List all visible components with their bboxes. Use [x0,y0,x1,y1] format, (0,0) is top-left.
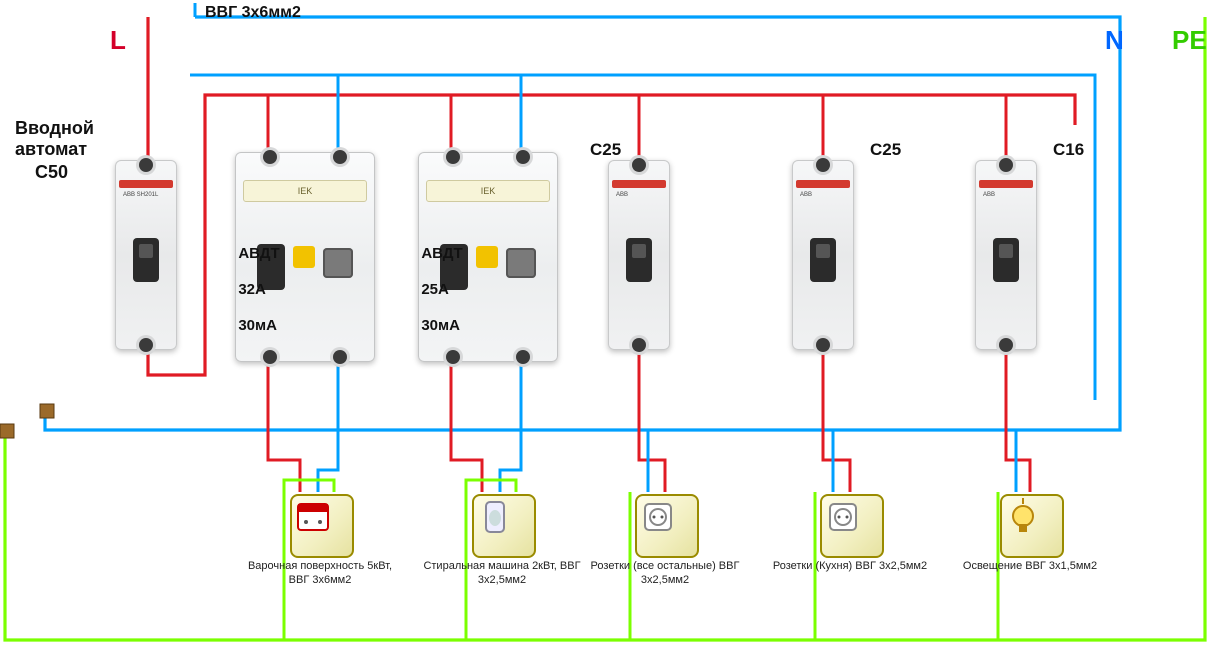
main-breaker: ABB SH201L [115,160,177,350]
wire-l-out4 [823,352,850,492]
load-sockets-kitchen-icon [820,494,884,558]
wire-l-out5 [1006,352,1030,492]
load-sockets-all-icon [635,494,699,558]
wire-l-out1 [268,364,300,492]
main-breaker-rating: C50 [35,162,68,183]
label-l: L [110,25,126,56]
rcbo-1-rating: АВДТ 32А 30мА [230,227,280,335]
label-cable: ВВГ 3х6мм2 [205,4,301,22]
n-busbar-icon [40,404,54,418]
load-lighting-caption: Освещение ВВГ 3х1,5мм2 [950,560,1110,574]
load-lighting-icon [1000,494,1064,558]
load-cooktop-icon [290,494,354,558]
mcb-4-rating: C25 [870,140,901,160]
mcb-3: ABB [608,160,670,350]
load-sockets-all-caption: Розетки (все остальные) ВВГ 3х2,5мм2 [585,560,745,588]
wire-l-out3 [639,352,665,492]
mcb-5: ABB [975,160,1037,350]
rcbo-2-rating: АВДТ 25А 30мА [413,227,463,335]
label-n: N [1105,25,1124,56]
load-cooktop-caption: Варочная поверхность 5кВт, ВВГ 3х6мм2 [240,560,400,588]
wire-n-out1 [318,364,338,492]
main-breaker-title: Вводной автомат [15,118,94,160]
mcb-4: ABB [792,160,854,350]
load-washer-caption: Стиральная машина 2кВт, ВВГ 3х2,5мм2 [422,560,582,588]
load-sockets-kitchen-caption: Розетки (Кухня) ВВГ 3х2,5мм2 [770,560,930,574]
label-pe: PE [1172,25,1207,56]
mcb-5-rating: C16 [1053,140,1084,160]
load-washer-icon [472,494,536,558]
wire-l-out2 [451,364,482,492]
pe-busbar-icon [0,424,14,438]
mcb-3-rating: C25 [590,140,621,160]
wire-n-out2 [500,364,521,492]
